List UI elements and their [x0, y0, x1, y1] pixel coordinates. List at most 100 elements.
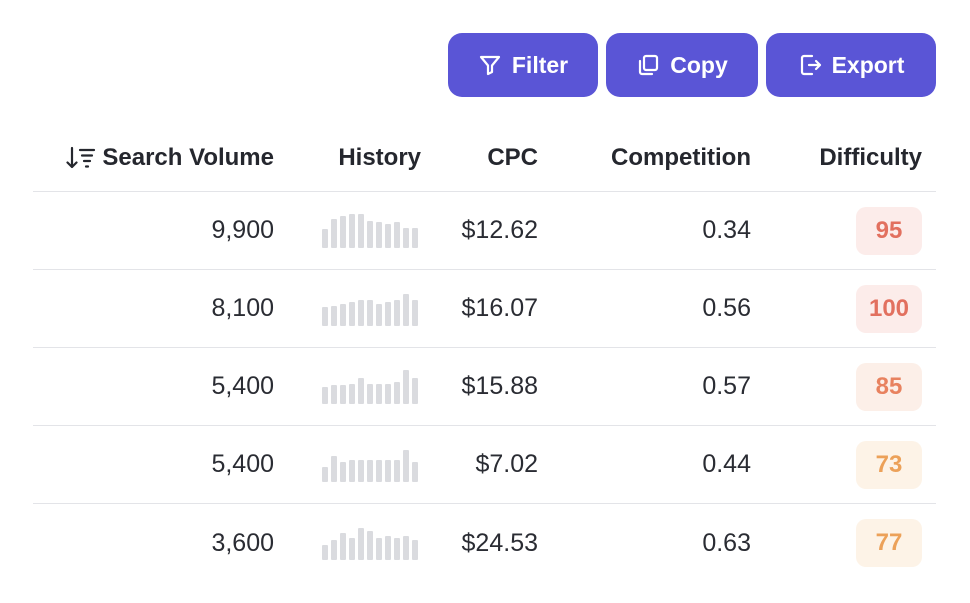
difficulty-badge: 73	[856, 440, 922, 489]
history-bar	[367, 383, 373, 404]
history-bar	[394, 299, 400, 326]
competition-value: 0.34	[702, 216, 751, 244]
history-bar	[376, 459, 382, 482]
table-row[interactable]: 5,400 $7.02 0.44 73	[33, 426, 936, 504]
history-sparkline	[322, 292, 421, 326]
copy-icon	[639, 54, 659, 76]
table-row[interactable]: 9,900 $12.62 0.34 95	[33, 192, 936, 270]
filter-label: Filter	[511, 51, 569, 78]
history-bar	[358, 213, 364, 248]
history-bar	[376, 538, 382, 560]
search-volume-value: 5,400	[211, 372, 274, 400]
export-button[interactable]: Export	[766, 33, 936, 97]
history-bar	[331, 218, 337, 248]
table-row[interactable]: 3,600 $24.53 0.63 77	[33, 504, 936, 582]
history-sparkline-cell	[322, 426, 421, 503]
difficulty-cell: 85	[773, 348, 922, 425]
difficulty-cell: 77	[773, 504, 922, 582]
history-sparkline-cell	[322, 270, 421, 347]
header-competition[interactable]: Competition	[611, 144, 751, 171]
history-bar	[403, 536, 409, 560]
history-bar	[412, 377, 418, 404]
history-bar	[349, 459, 355, 482]
search-volume-value: 9,900	[211, 216, 274, 244]
header-search-volume[interactable]: Search Volume	[33, 125, 274, 191]
history-bar	[358, 377, 364, 404]
search-volume-value: 5,400	[211, 450, 274, 478]
history-bar	[385, 383, 391, 404]
header-search-volume-label: Search Volume	[102, 144, 274, 171]
history-bar	[358, 299, 364, 326]
table-header: Search Volume History CPC Competition Di…	[33, 125, 936, 192]
history-bar	[340, 303, 346, 326]
history-sparkline	[322, 213, 421, 248]
history-bar	[403, 369, 409, 404]
cpc-value: $15.88	[461, 372, 538, 400]
history-bar	[367, 459, 373, 482]
history-bar	[385, 301, 391, 326]
history-sparkline	[322, 369, 421, 404]
difficulty-badge: 95	[856, 206, 922, 255]
history-bar	[331, 455, 337, 482]
filter-icon	[479, 55, 500, 76]
history-bar	[322, 545, 328, 560]
filter-button[interactable]: Filter	[448, 33, 598, 97]
history-bar	[403, 293, 409, 326]
history-bar	[376, 383, 382, 404]
history-sparkline	[322, 526, 421, 560]
history-bar	[322, 386, 328, 404]
difficulty-cell: 100	[773, 270, 922, 347]
copy-label: Copy	[670, 51, 728, 78]
cpc-value: $12.62	[461, 216, 538, 244]
table-row[interactable]: 5,400 $15.88 0.57 85	[33, 348, 936, 426]
history-bar	[394, 459, 400, 482]
header-difficulty[interactable]: Difficulty	[819, 144, 922, 171]
difficulty-badge: 100	[856, 284, 922, 333]
export-label: Export	[831, 51, 905, 78]
history-bar	[340, 384, 346, 404]
history-bar	[349, 383, 355, 404]
export-icon	[800, 54, 821, 76]
history-bar	[412, 227, 418, 248]
history-bar	[385, 223, 391, 248]
history-bar	[403, 449, 409, 482]
history-bar	[349, 213, 355, 248]
history-bar	[331, 305, 337, 326]
history-bar	[349, 301, 355, 326]
cpc-value: $24.53	[461, 528, 538, 557]
history-bar	[340, 533, 346, 560]
keyword-table: Search Volume History CPC Competition Di…	[33, 125, 936, 582]
history-bar	[322, 228, 328, 248]
history-sparkline-cell	[322, 348, 421, 425]
header-cpc[interactable]: CPC	[487, 144, 538, 171]
difficulty-cell: 95	[773, 192, 922, 269]
history-bar	[358, 459, 364, 482]
history-bar	[367, 220, 373, 248]
search-volume-value: 3,600	[211, 528, 274, 557]
history-sparkline-cell	[322, 192, 421, 269]
competition-value: 0.57	[702, 372, 751, 400]
history-bar	[394, 538, 400, 560]
cpc-value: $7.02	[475, 450, 538, 478]
history-bar	[340, 215, 346, 248]
history-bar	[403, 227, 409, 248]
difficulty-cell: 73	[773, 426, 922, 503]
history-bar	[322, 306, 328, 326]
history-bar	[376, 221, 382, 248]
history-bar	[412, 461, 418, 482]
difficulty-badge: 77	[856, 519, 922, 567]
history-bar	[385, 459, 391, 482]
header-history: History	[338, 144, 421, 171]
sort-descending-icon	[66, 146, 96, 169]
history-sparkline	[322, 448, 421, 482]
history-bar	[367, 299, 373, 326]
history-bar	[394, 221, 400, 248]
history-bar	[340, 461, 346, 482]
competition-value: 0.44	[702, 450, 751, 478]
table-row[interactable]: 8,100 $16.07 0.56 100	[33, 270, 936, 348]
history-bar	[358, 528, 364, 560]
history-bar	[322, 466, 328, 482]
copy-button[interactable]: Copy	[606, 33, 758, 97]
difficulty-badge: 85	[856, 362, 922, 411]
history-bar	[412, 299, 418, 326]
